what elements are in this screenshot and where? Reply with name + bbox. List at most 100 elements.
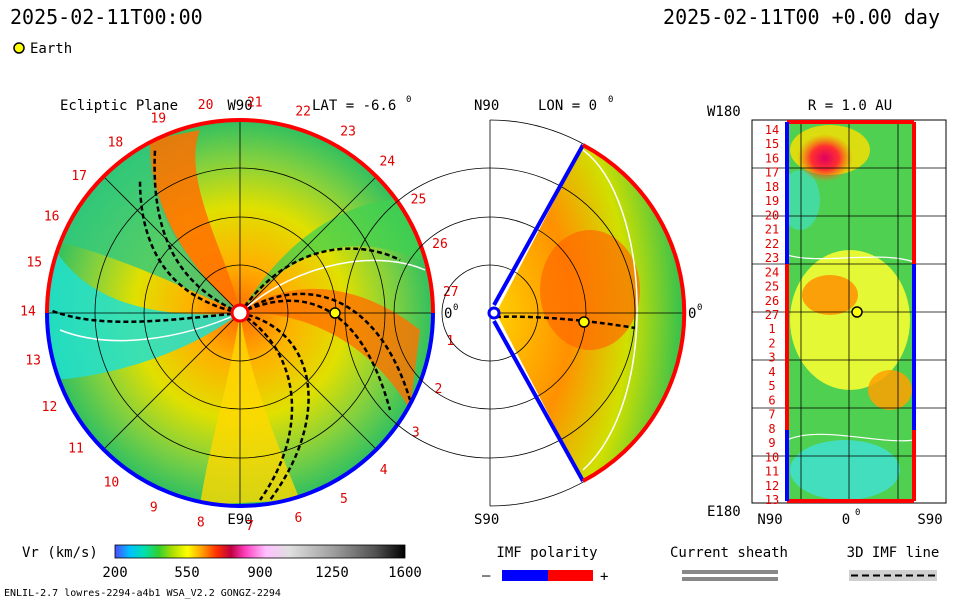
radial-row-label: 15 — [765, 137, 779, 151]
ecliptic-zero-sup: 0 — [453, 303, 458, 313]
carrington-label: 13 — [25, 354, 41, 369]
meridional-s90-label: S90 — [474, 512, 499, 528]
colorbar-gradient — [114, 544, 406, 559]
meridional-orange-core — [540, 230, 640, 350]
radial-row-label: 23 — [765, 251, 779, 265]
meridional-edge-north — [492, 144, 585, 306]
ecliptic-imf-line — [239, 292, 412, 401]
radial-row-label: 11 — [765, 465, 779, 479]
ecliptic-lat-label: LAT = -6.6 — [312, 98, 396, 114]
radial-w180-label: W180 — [707, 104, 741, 120]
radial-e180-label: E180 — [707, 504, 741, 520]
ecliptic-w90-label: W90 — [227, 98, 252, 114]
colorbar: Vr (km/s) 200 550 900 1250 1600 — [22, 544, 422, 581]
meridional-current-sheath — [582, 149, 638, 471]
carrington-label: 19 — [150, 111, 166, 126]
carrington-label: 25 — [411, 193, 427, 208]
earth-legend-label: Earth — [30, 41, 72, 57]
meridional-lon-label: LON = 0 — [538, 98, 597, 114]
colorbar-tick: 550 — [174, 565, 199, 581]
radial-row-label: 19 — [765, 194, 779, 208]
meridional-earth-marker — [578, 316, 590, 328]
radial-panel: R = 1.0 AU W180 E180 N90 0 0 S90 1415161… — [707, 98, 947, 528]
carrington-label: 8 — [197, 515, 205, 530]
carrington-label: 24 — [379, 155, 395, 170]
radial-n90-label: N90 — [757, 512, 782, 528]
carrington-label: 27 — [443, 285, 459, 300]
sun-marker — [230, 303, 250, 323]
radial-row-label: 7 — [768, 408, 775, 422]
meridional-sun-marker — [487, 306, 501, 320]
carrington-label: 12 — [42, 400, 58, 415]
meridional-n90-label: N90 — [474, 98, 499, 114]
ecliptic-panel: Ecliptic Plane W90 LAT = -6.6 0 E90 0 0 … — [20, 95, 458, 534]
colorbar-tick: 1250 — [315, 565, 349, 581]
imf-line-swatch-bg — [849, 570, 937, 581]
radial-row-label: 12 — [765, 479, 779, 493]
radial-title: R = 1.0 AU — [808, 98, 892, 114]
carrington-label: 9 — [150, 501, 158, 516]
current-sheath-swatch — [682, 570, 778, 574]
radial-orange-region — [802, 275, 858, 315]
carrington-label: 16 — [44, 210, 60, 225]
radial-current-sheath — [787, 433, 914, 442]
radial-row-label: 9 — [768, 436, 775, 450]
carrington-label: 3 — [412, 426, 420, 441]
radial-row-label: 2 — [768, 337, 775, 351]
ecliptic-imf-line — [239, 311, 310, 501]
radial-row-label: 24 — [765, 265, 779, 279]
ecliptic-e90-label: E90 — [227, 512, 252, 528]
carrington-label: 15 — [26, 256, 42, 271]
carrington-label: 7 — [246, 519, 254, 534]
radial-yellow-region — [790, 250, 910, 390]
colorbar-label: Vr (km/s) — [22, 545, 98, 561]
current-sheath-swatch — [682, 577, 778, 581]
ecliptic-imf-line — [138, 179, 241, 315]
ecliptic-slow-wind-band — [148, 130, 240, 313]
ecliptic-boundary-red — [45, 118, 435, 314]
radial-row-label: 13 — [765, 493, 779, 507]
timestamp-right: 2025-02-11T00 +0.00 day — [663, 5, 940, 29]
radial-earth-marker — [851, 306, 863, 318]
radial-row-label: 14 — [765, 123, 779, 137]
carrington-label: 6 — [294, 511, 302, 526]
radial-cyan-north — [787, 170, 820, 230]
timestamp-left: 2025-02-11T00:00 — [10, 5, 203, 29]
radial-orange-region-se — [868, 370, 912, 410]
radial-row-label: 17 — [765, 166, 779, 180]
radial-cyan-south — [790, 440, 900, 500]
ecliptic-title: Ecliptic Plane — [60, 98, 178, 114]
radial-row-label: 20 — [765, 208, 779, 222]
carrington-label: 5 — [340, 492, 348, 507]
carrington-label: 20 — [198, 98, 214, 113]
current-sheath-title: Current sheath — [670, 545, 788, 561]
meridional-imf-line — [495, 315, 636, 330]
carrington-label: 4 — [380, 463, 388, 478]
radial-row-label: 6 — [768, 393, 775, 407]
ecliptic-current-sheath — [59, 312, 241, 342]
carrington-label: 17 — [71, 169, 87, 184]
meridional-edge-south — [492, 320, 585, 482]
meridional-zero-sup: 0 — [697, 303, 702, 313]
ecliptic-lat-unit: 0 — [406, 95, 411, 105]
carrington-label: 14 — [20, 305, 36, 320]
radial-current-sheath — [787, 254, 914, 263]
radial-row-label: 10 — [765, 450, 779, 464]
radial-s90-label: S90 — [917, 512, 942, 528]
imf-polarity-positive-swatch — [548, 570, 593, 581]
radial-row-label: 8 — [768, 422, 775, 436]
colorbar-tick: 900 — [247, 565, 272, 581]
carrington-label: 11 — [68, 441, 84, 456]
meridional-boundary-red — [582, 143, 687, 483]
carrington-label: 10 — [104, 476, 120, 491]
ecliptic-imf-line — [49, 308, 241, 324]
carrington-label: 18 — [108, 136, 124, 151]
radial-row-label: 1 — [768, 322, 775, 336]
imf-polarity-legend: IMF polarity – + — [482, 545, 608, 585]
meridional-lon-unit: 0 — [608, 95, 613, 105]
radial-row-label: 25 — [765, 280, 779, 294]
imf-polarity-negative-swatch — [502, 570, 548, 581]
radial-row-labels: 1415161718192021222324252627123456789101… — [765, 123, 779, 507]
ecliptic-imf-line — [153, 149, 241, 315]
